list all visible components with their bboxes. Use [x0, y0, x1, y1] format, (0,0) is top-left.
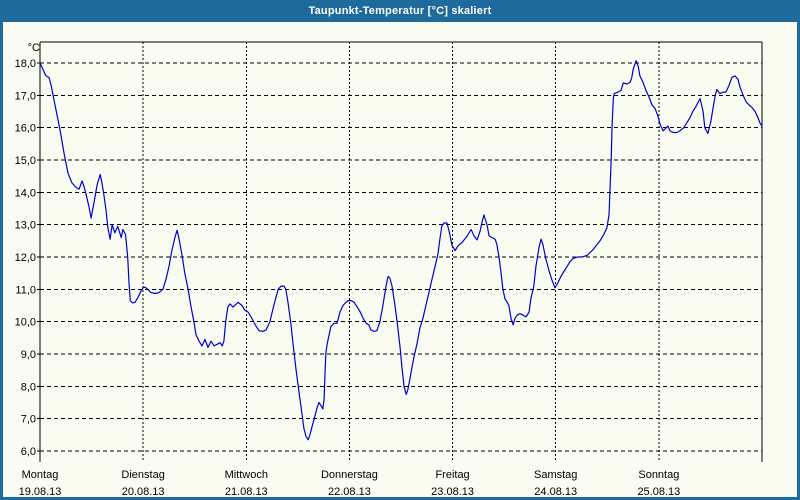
- x-day-label: Donnerstag: [321, 469, 378, 481]
- x-day-label: Mittwoch: [225, 469, 268, 481]
- y-tick-label: 18,0: [15, 58, 36, 70]
- y-tick-label: 8,0: [21, 381, 36, 393]
- y-tick-label: 15,0: [15, 155, 36, 167]
- window-titlebar: Taupunkt-Temperatur [°C] skaliert: [3, 0, 797, 22]
- y-tick-label: 7,0: [21, 414, 36, 426]
- y-tick-label: 14,0: [15, 187, 36, 199]
- y-tick-label: 16,0: [15, 123, 36, 135]
- y-tick-label: 11,0: [15, 284, 36, 296]
- y-axis-unit-label: °C: [28, 42, 40, 54]
- chart-area: 18,0 17,0 16,0 15,0 14,0 13,0 12,0 11,0 10,0 9,0 8…: [3, 22, 797, 498]
- y-tick-label: 10,0: [15, 317, 36, 329]
- y-tick-label: 12,0: [15, 252, 36, 264]
- x-date-label: 22.08.13: [328, 486, 371, 498]
- x-day-label: Sonntag: [638, 469, 679, 481]
- y-tick-label: 17,0: [15, 90, 36, 102]
- x-date-label: 24.08.13: [534, 486, 577, 498]
- y-tick-label: 9,0: [21, 349, 36, 361]
- y-tick-label: 6,0: [21, 446, 36, 458]
- window-title: Taupunkt-Temperatur [°C] skaliert: [308, 5, 492, 17]
- x-day-label: Samstag: [534, 469, 577, 481]
- x-day-label: Dienstag: [121, 469, 164, 481]
- chart-canvas: 18,0 17,0 16,0 15,0 14,0 13,0 12,0 11,0 10,0 9,0 8…: [15, 41, 763, 498]
- x-date-label: 19.08.13: [19, 486, 62, 498]
- dewpoint-line-series: [39, 60, 763, 441]
- x-date-label: 25.08.13: [637, 486, 680, 498]
- x-day-label: Freitag: [435, 469, 469, 481]
- x-day-label: Montag: [22, 469, 59, 481]
- y-tick-label: 13,0: [15, 220, 36, 232]
- x-date-label: 23.08.13: [431, 486, 474, 498]
- x-date-label: 21.08.13: [225, 486, 268, 498]
- x-date-label: 20.08.13: [122, 486, 165, 498]
